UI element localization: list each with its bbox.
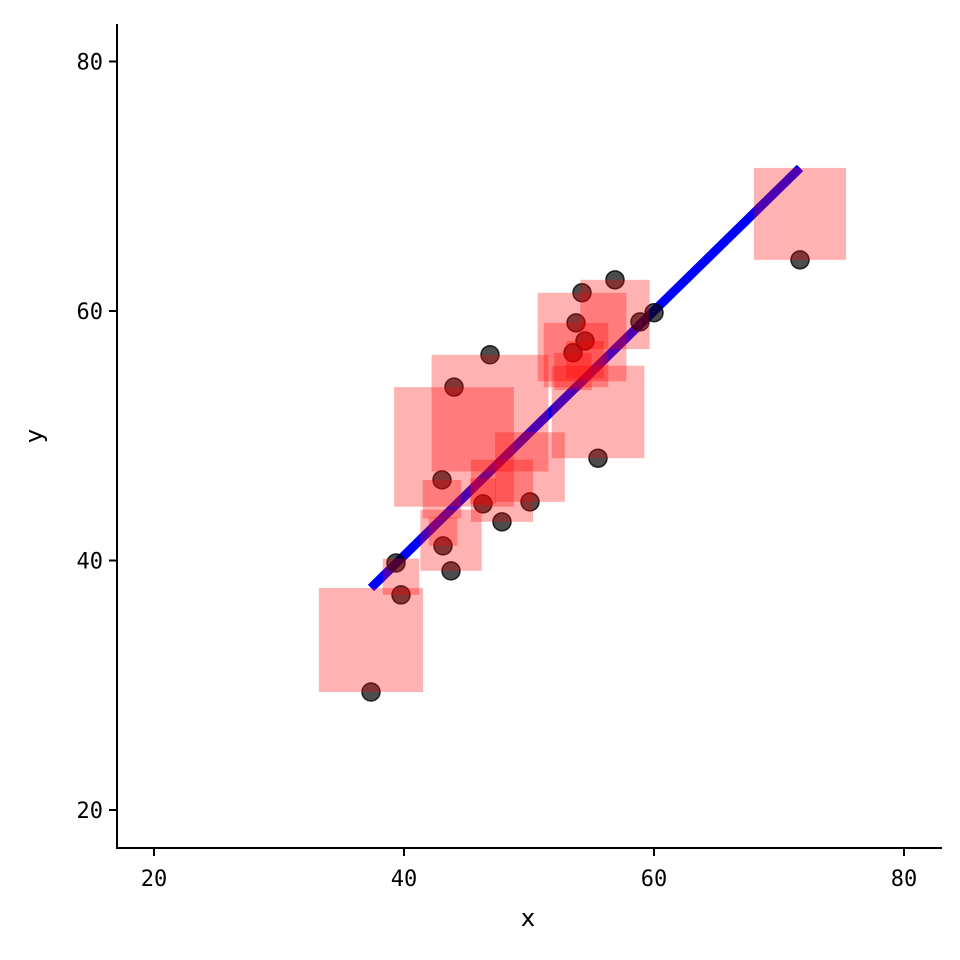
y-tick-label: 80 [77, 51, 104, 76]
data-point [433, 536, 453, 556]
y-tick-label: 60 [77, 300, 104, 325]
x-axis-title: x [521, 904, 535, 932]
x-tick-label: 80 [891, 867, 918, 892]
residual-square [638, 321, 642, 325]
data-point [386, 553, 406, 573]
regression-line [367, 164, 804, 592]
residual-square [394, 387, 514, 507]
data-point [644, 302, 664, 323]
residual-square [753, 167, 847, 260]
x-tick-label: 20 [141, 867, 168, 892]
y-tick-label: 40 [77, 550, 104, 575]
data-point [588, 448, 608, 468]
data-point [361, 682, 381, 702]
residual-square [382, 558, 420, 595]
residual-square [543, 322, 609, 388]
data-point [480, 345, 500, 365]
y-tick-label: 20 [77, 799, 104, 824]
residual-square [551, 365, 645, 459]
x-tick-label: 60 [641, 867, 668, 892]
residual-square [470, 459, 534, 522]
residual-square [580, 279, 650, 350]
y-axis-title: y [20, 429, 48, 443]
residual-square [431, 354, 549, 472]
data-point [605, 270, 625, 290]
residual-square [537, 292, 627, 382]
data-point [441, 561, 461, 581]
residual-square [420, 509, 482, 571]
data-point [630, 312, 650, 332]
data-point [520, 492, 540, 512]
data-point [444, 377, 464, 397]
data-point [790, 250, 810, 270]
data-point [492, 512, 512, 532]
data-point [566, 313, 586, 333]
residual-square [554, 352, 592, 391]
residual-square [566, 340, 604, 379]
x-tick-label: 40 [391, 867, 418, 892]
residual-square [470, 478, 496, 504]
data-point [575, 331, 595, 351]
data-point [572, 283, 592, 303]
data-point [432, 470, 452, 490]
residual-square [495, 432, 565, 502]
residual-square [428, 517, 458, 546]
residual-square [653, 310, 655, 313]
data-point [473, 494, 493, 514]
data-point [563, 343, 583, 363]
residual-square [318, 587, 424, 692]
data-point [391, 585, 411, 605]
residual-square [422, 479, 462, 519]
